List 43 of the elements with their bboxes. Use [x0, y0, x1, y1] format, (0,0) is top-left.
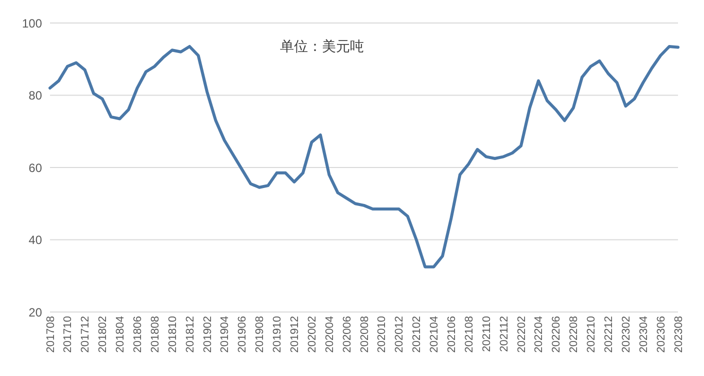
x-tick-label: 202212	[603, 316, 616, 353]
x-tick-label: 202306	[655, 316, 668, 353]
x-tick-label: 201910	[272, 316, 284, 353]
x-tick-label: 202002	[306, 316, 318, 353]
x-tick-label: 202304	[638, 316, 650, 353]
x-tick-label: 201812	[184, 316, 196, 353]
y-tick-label: 80	[28, 88, 42, 103]
x-tick-label: 202006	[341, 316, 354, 353]
x-tick-label: 201904	[219, 316, 232, 353]
x-tick-label: 201808	[149, 316, 162, 353]
annotation: 单位：美元吨	[280, 38, 364, 56]
x-tick-label: 201710	[62, 316, 74, 353]
x-tick-label: 202204	[533, 316, 546, 353]
x-tick-label: 202206	[550, 316, 563, 353]
x-tick-label: 202302	[620, 316, 632, 353]
y-tick-label: 60	[28, 160, 42, 175]
x-tick-label: 202308	[672, 316, 685, 353]
x-tick-label: 201806	[132, 316, 144, 353]
x-tick-label: 201908	[254, 316, 266, 353]
x-tick-label: 201902	[202, 316, 214, 353]
x-tick-label: 201804	[114, 316, 127, 353]
x-tick-label: 202106	[446, 316, 458, 353]
x-tick-label: 201906	[236, 316, 249, 353]
x-tick-label: 202008	[358, 316, 371, 353]
x-tick-label: 202112	[498, 316, 510, 352]
x-tick-label: 202104	[428, 316, 441, 353]
x-tick-label: 202004	[324, 316, 336, 353]
x-tick-label: 202108	[463, 316, 476, 353]
x-tick-label: 202210	[586, 316, 598, 353]
y-tick-label: 40	[28, 233, 42, 248]
y-tick-label: 100	[22, 16, 42, 30]
x-tick-label: 202102	[411, 316, 424, 353]
x-tick-label: 201802	[97, 316, 110, 353]
x-tick-label: 201712	[80, 316, 92, 353]
x-tick-label: 202202	[516, 316, 528, 353]
x-tick-label: 202010	[376, 316, 388, 353]
x-tick-label: 201708	[44, 316, 57, 353]
x-tick-label: 202110	[480, 316, 493, 352]
x-tick-label: 201912	[289, 316, 302, 353]
x-tick-label: 202208	[568, 316, 580, 353]
x-tick-label: 201810	[166, 316, 179, 353]
y-tick-label: 20	[28, 305, 42, 320]
x-tick-label: 202012	[394, 316, 406, 353]
